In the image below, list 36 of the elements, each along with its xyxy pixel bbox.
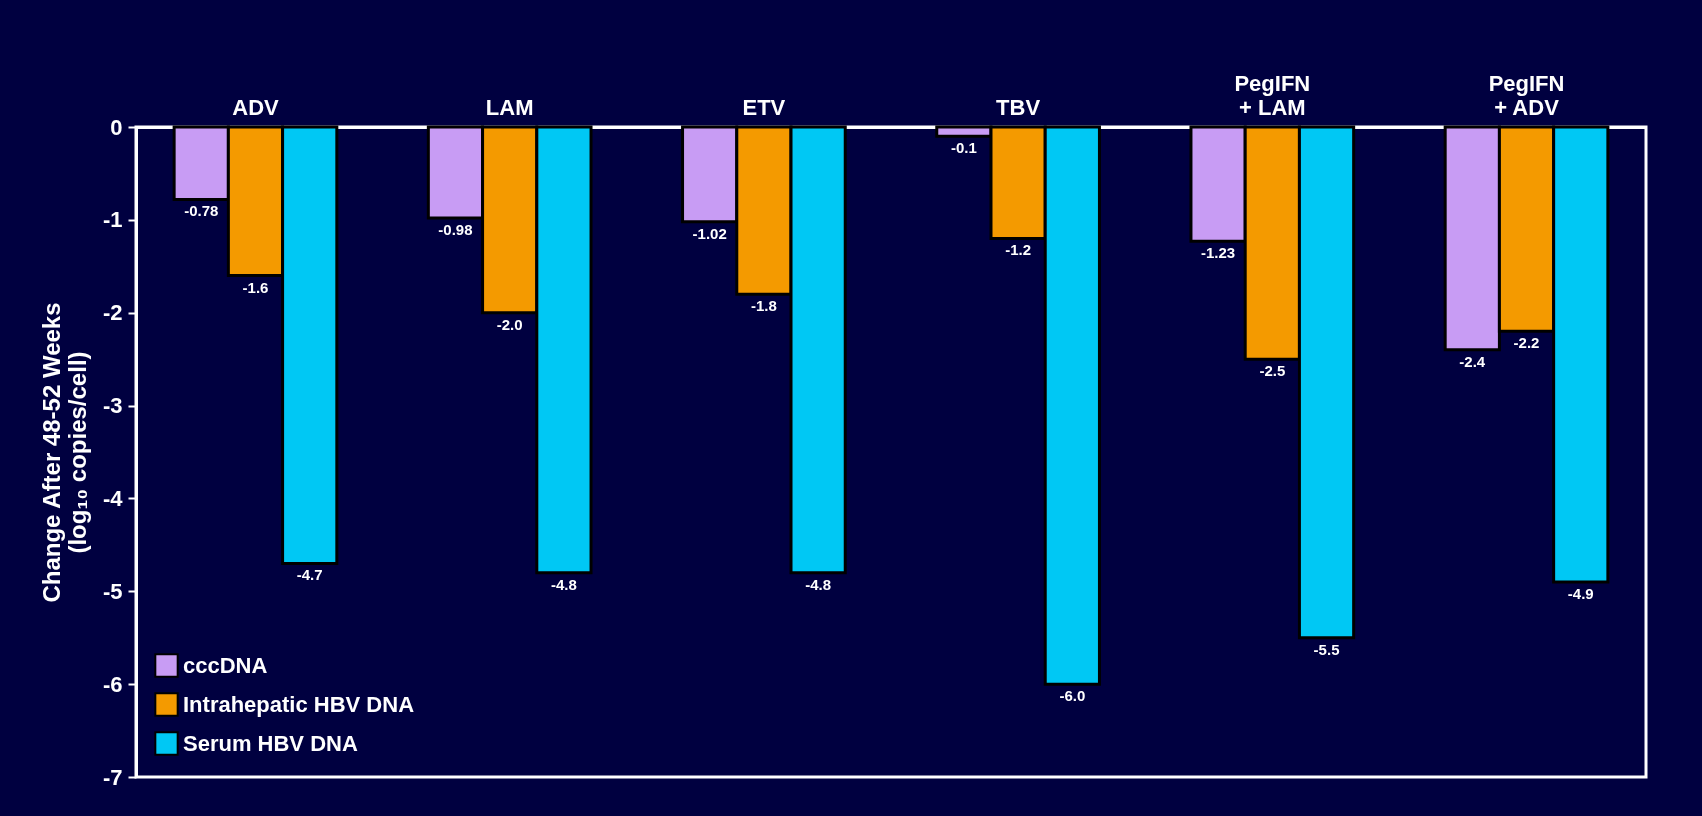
y-axis-title: Change After 48-52 Weeks (log₁₀ copies/cell) [37,302,91,603]
data-label: -1.02 [692,224,727,242]
legend-label: cccDNA [183,652,268,678]
data-label: -1.23 [1200,244,1236,262]
x-tick-label: ETV [742,94,786,120]
x-tick-label: ADV [232,94,280,120]
legend-label: Serum HBV DNA [183,730,358,756]
data-label: -1.8 [750,297,777,315]
x-tick-label: PegIFN + LAM [1234,70,1311,120]
y-tick-label: -1 [102,207,123,233]
data-label: -4.8 [550,575,577,593]
data-label: -4.9 [1567,585,1594,602]
data-label: -2.2 [1513,334,1540,352]
data-label: -0.78 [184,202,219,220]
y-tick-label: -3 [102,393,123,419]
data-label: -5.5 [1313,640,1340,658]
y-tick-label: -7 [102,764,123,790]
x-tick-label: TBV [996,94,1041,120]
data-label: -2.0 [496,315,523,333]
y-tick-label: -2 [102,300,123,326]
legend-label: Intrahepatic HBV DNA [183,691,415,717]
data-label: -2.4 [1459,352,1486,370]
data-label: -0.1 [950,139,977,157]
x-tick-label: PegIFN + ADV [1488,70,1565,120]
data-label: -4.8 [805,575,832,593]
data-label: -0.98 [438,221,473,238]
data-label: -4.7 [296,566,323,584]
y-tick-label: -5 [102,578,123,604]
y-tick-label: 0 [110,114,123,140]
data-label: -6.0 [1059,687,1086,705]
x-tick-label: LAM [485,94,534,120]
data-label: -2.5 [1259,362,1286,380]
data-label: -1.6 [242,278,269,296]
y-tick-label: -4 [102,485,124,511]
data-label: -1.2 [1005,241,1032,259]
y-tick-label: -6 [102,671,123,697]
